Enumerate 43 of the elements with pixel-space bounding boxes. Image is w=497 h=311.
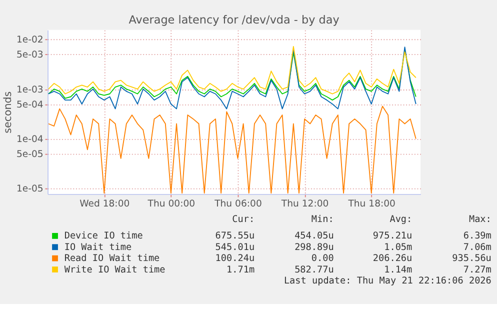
- text: 545.01u: [215, 242, 255, 253]
- text: 206.26u: [372, 253, 412, 264]
- text: 454.05u: [294, 230, 334, 242]
- text: 1.05m: [384, 242, 413, 253]
- y-tick-label: 5e-05: [16, 148, 44, 160]
- y-tick-label: 5e-03: [16, 50, 44, 61]
- text: Min:: [311, 214, 334, 225]
- text: 1.71m: [226, 264, 255, 276]
- line-series: [48, 106, 416, 194]
- text: 7.06m: [463, 242, 492, 253]
- y-tick-label: 1e-02: [16, 34, 44, 46]
- x-tick-label: Thu 12:00: [280, 198, 329, 210]
- text: Max:: [468, 214, 492, 225]
- text: 0.00: [311, 253, 334, 264]
- text: Avg:: [390, 214, 412, 225]
- x-tick-label: Wed 18:00: [80, 198, 130, 210]
- text: 935.56u: [452, 253, 492, 264]
- y-tick-label: 5e-04: [16, 99, 44, 110]
- chart-title: Average latency for /dev/vda - by day: [128, 13, 340, 26]
- text: 100.24u: [215, 253, 255, 264]
- y-tick-label: 1e-05: [16, 184, 44, 195]
- legend-label: Read IO Wait time: [64, 253, 160, 264]
- text: Last update: Thu May 21 22:16:06 2026: [284, 275, 492, 286]
- x-tick-label: Thu 06:00: [214, 198, 262, 210]
- text: 675.55u: [215, 230, 255, 242]
- x-tick-label: Thu 00:00: [146, 198, 196, 210]
- text: 298.89u: [294, 242, 334, 253]
- line-series: [48, 48, 416, 101]
- text: 582.77u: [294, 264, 334, 276]
- legend-label: Write IO Wait time: [64, 264, 166, 276]
- y-tick-label: 1e-04: [16, 134, 44, 145]
- text: 975.21u: [372, 230, 412, 242]
- x-tick-label: Thu 18:00: [347, 198, 396, 210]
- line-series: [48, 46, 416, 94]
- text: 1.14m: [384, 264, 413, 276]
- y-axis-title: seconds: [2, 91, 14, 134]
- y-tick-label: 1e-03: [16, 84, 44, 96]
- line-series: [48, 46, 416, 110]
- legend-label: Device IO time: [64, 230, 144, 242]
- legend-label: IO Wait time: [64, 242, 132, 253]
- text: Cur:: [232, 214, 255, 225]
- text: 7.27m: [463, 264, 492, 276]
- text: 6.39m: [463, 230, 492, 242]
